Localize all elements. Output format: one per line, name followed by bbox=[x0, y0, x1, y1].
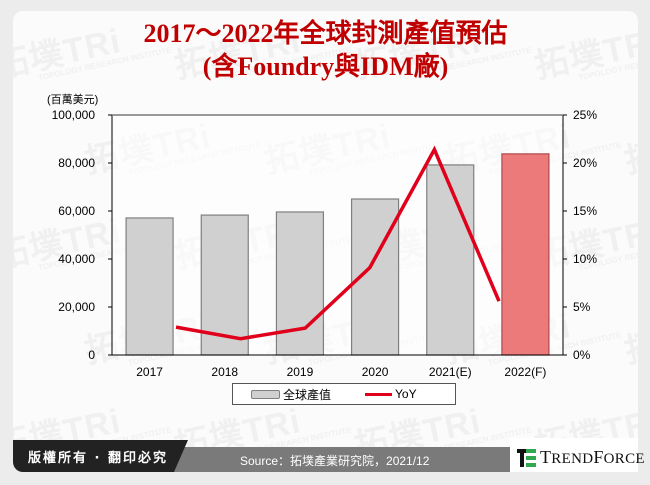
bar-series bbox=[112, 115, 563, 356]
y-right-tick-label: 25% bbox=[573, 108, 597, 122]
yoy-line bbox=[175, 145, 501, 341]
y-right-tick-label: 0% bbox=[573, 348, 591, 362]
chart-title: 2017～2022年全球封測產值預估 (含Foundry與IDM廠) bbox=[13, 17, 638, 83]
x-tick-label: 2018 bbox=[211, 365, 238, 379]
trendforce-logo-icon bbox=[517, 448, 536, 467]
x-tick-label: 2021(E) bbox=[429, 365, 472, 379]
bar-2019 bbox=[275, 211, 325, 356]
y-right-tick-label: 5% bbox=[573, 300, 591, 314]
y-left-tick-label: 60,000 bbox=[58, 204, 95, 218]
y-left-tick-label: 40,000 bbox=[58, 252, 95, 266]
title-line-2: (含Foundry與IDM廠) bbox=[202, 52, 449, 81]
footer-copyright-band bbox=[13, 440, 188, 472]
copyright-text: 版權所有 · 翻印必究 bbox=[28, 451, 168, 466]
y-axis-unit-label: (百萬美元) bbox=[47, 94, 99, 106]
yoy-line-series bbox=[175, 145, 501, 341]
plot-area bbox=[112, 115, 563, 355]
title-line-1: 2017～2022年全球封測產值預估 bbox=[143, 19, 508, 48]
bar-2022(F) bbox=[501, 153, 550, 356]
bar-swatch-icon bbox=[251, 389, 280, 399]
footer-source-band bbox=[170, 447, 525, 472]
source-text: Source：拓墣產業研究院，2021/12 bbox=[240, 454, 430, 468]
y-right-tick-label: 20% bbox=[573, 156, 597, 170]
legend-item-line: YoY bbox=[349, 387, 417, 401]
legend-line-label: YoY bbox=[395, 387, 417, 401]
x-tick-label: 2017 bbox=[136, 365, 163, 379]
x-tick-label: 2020 bbox=[362, 365, 389, 379]
axes: 2017 2018 2019 2020 2021(E) 2022(F) 0 20,000 40,… bbox=[52, 108, 598, 379]
chart-legend: 全球產值 YoY bbox=[232, 383, 456, 405]
trendforce-logo-text: TRENDFORCE bbox=[540, 447, 645, 467]
x-tick-label: 2019 bbox=[287, 365, 314, 379]
y-left-tick-label: 80,000 bbox=[58, 156, 95, 170]
legend-bar-label: 全球產值 bbox=[283, 387, 332, 402]
y-left-tick-label: 20,000 bbox=[58, 300, 95, 314]
trendforce-logo: TRENDFORCE bbox=[517, 447, 645, 468]
bar-2017 bbox=[125, 217, 174, 356]
y-right-tick-label: 15% bbox=[573, 204, 597, 218]
y-right-tick-label: 10% bbox=[573, 252, 597, 266]
y-left-tick-label: 0 bbox=[88, 348, 95, 362]
y-left-tick-label: 100,000 bbox=[52, 108, 96, 122]
line-swatch-icon bbox=[365, 392, 393, 396]
bar-2021(E) bbox=[426, 164, 475, 356]
x-tick-label: 2022(F) bbox=[504, 365, 546, 379]
legend-item-bar: 全球產值 bbox=[251, 386, 331, 403]
